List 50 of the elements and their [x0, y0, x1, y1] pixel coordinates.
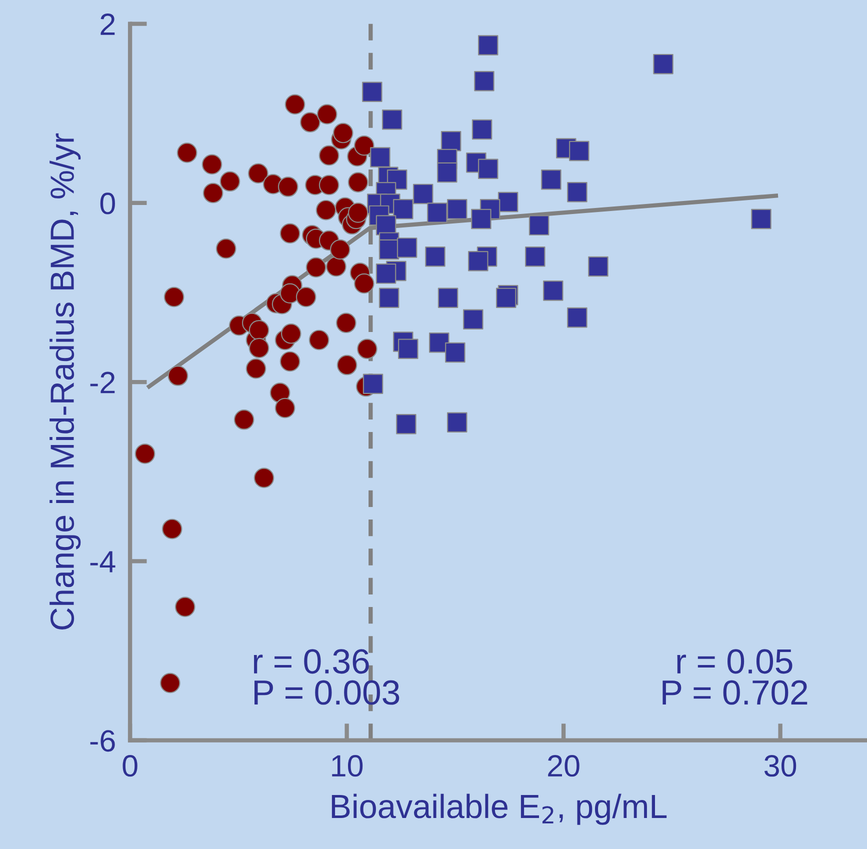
point — [474, 70, 494, 92]
point — [378, 288, 400, 308]
point — [412, 184, 434, 204]
point — [525, 246, 546, 267]
point — [751, 208, 772, 230]
x-tick-label: 10 — [332, 755, 363, 777]
point — [396, 414, 416, 434]
point — [478, 35, 498, 56]
annotation: r = 0.36 P = 0.003 — [254, 649, 400, 705]
point — [393, 199, 414, 220]
point — [398, 338, 418, 360]
y-axis-title: Change in Mid-Radius BMD, %/yr — [50, 133, 81, 630]
y-tick-label: -2 — [90, 372, 115, 394]
point — [447, 199, 468, 220]
point — [463, 309, 484, 330]
point — [472, 119, 492, 140]
point — [362, 82, 382, 102]
x-tick-label: 30 — [764, 755, 796, 777]
y-tick-label: 0 — [100, 192, 115, 214]
point — [438, 288, 458, 308]
point — [468, 251, 488, 272]
point — [543, 280, 564, 301]
x-tick-label: 0 — [122, 755, 138, 777]
point — [370, 147, 390, 168]
y-tick-label: 2 — [100, 14, 115, 35]
point — [588, 256, 608, 277]
point — [437, 162, 458, 183]
point — [427, 202, 448, 223]
point — [567, 182, 588, 202]
y-tick-label: -4 — [90, 551, 116, 572]
point — [478, 158, 498, 179]
point — [362, 374, 384, 394]
point — [653, 54, 674, 74]
point — [440, 130, 462, 152]
point — [447, 412, 468, 432]
x-axis-title: Bioavailable E$_{2}$, pg/mL — [332, 794, 667, 825]
point — [498, 192, 518, 212]
x-tick-label: 20 — [548, 755, 580, 777]
y-tick-label: -6 — [90, 730, 115, 752]
point — [376, 264, 396, 284]
annotation: r = 0.05 P = 0.702 — [662, 649, 808, 705]
point — [445, 342, 466, 363]
point — [569, 140, 590, 162]
point — [396, 238, 418, 258]
point — [425, 246, 446, 267]
point — [382, 109, 402, 130]
point — [541, 169, 562, 190]
point — [528, 215, 550, 236]
point — [471, 208, 492, 230]
point — [567, 307, 588, 328]
